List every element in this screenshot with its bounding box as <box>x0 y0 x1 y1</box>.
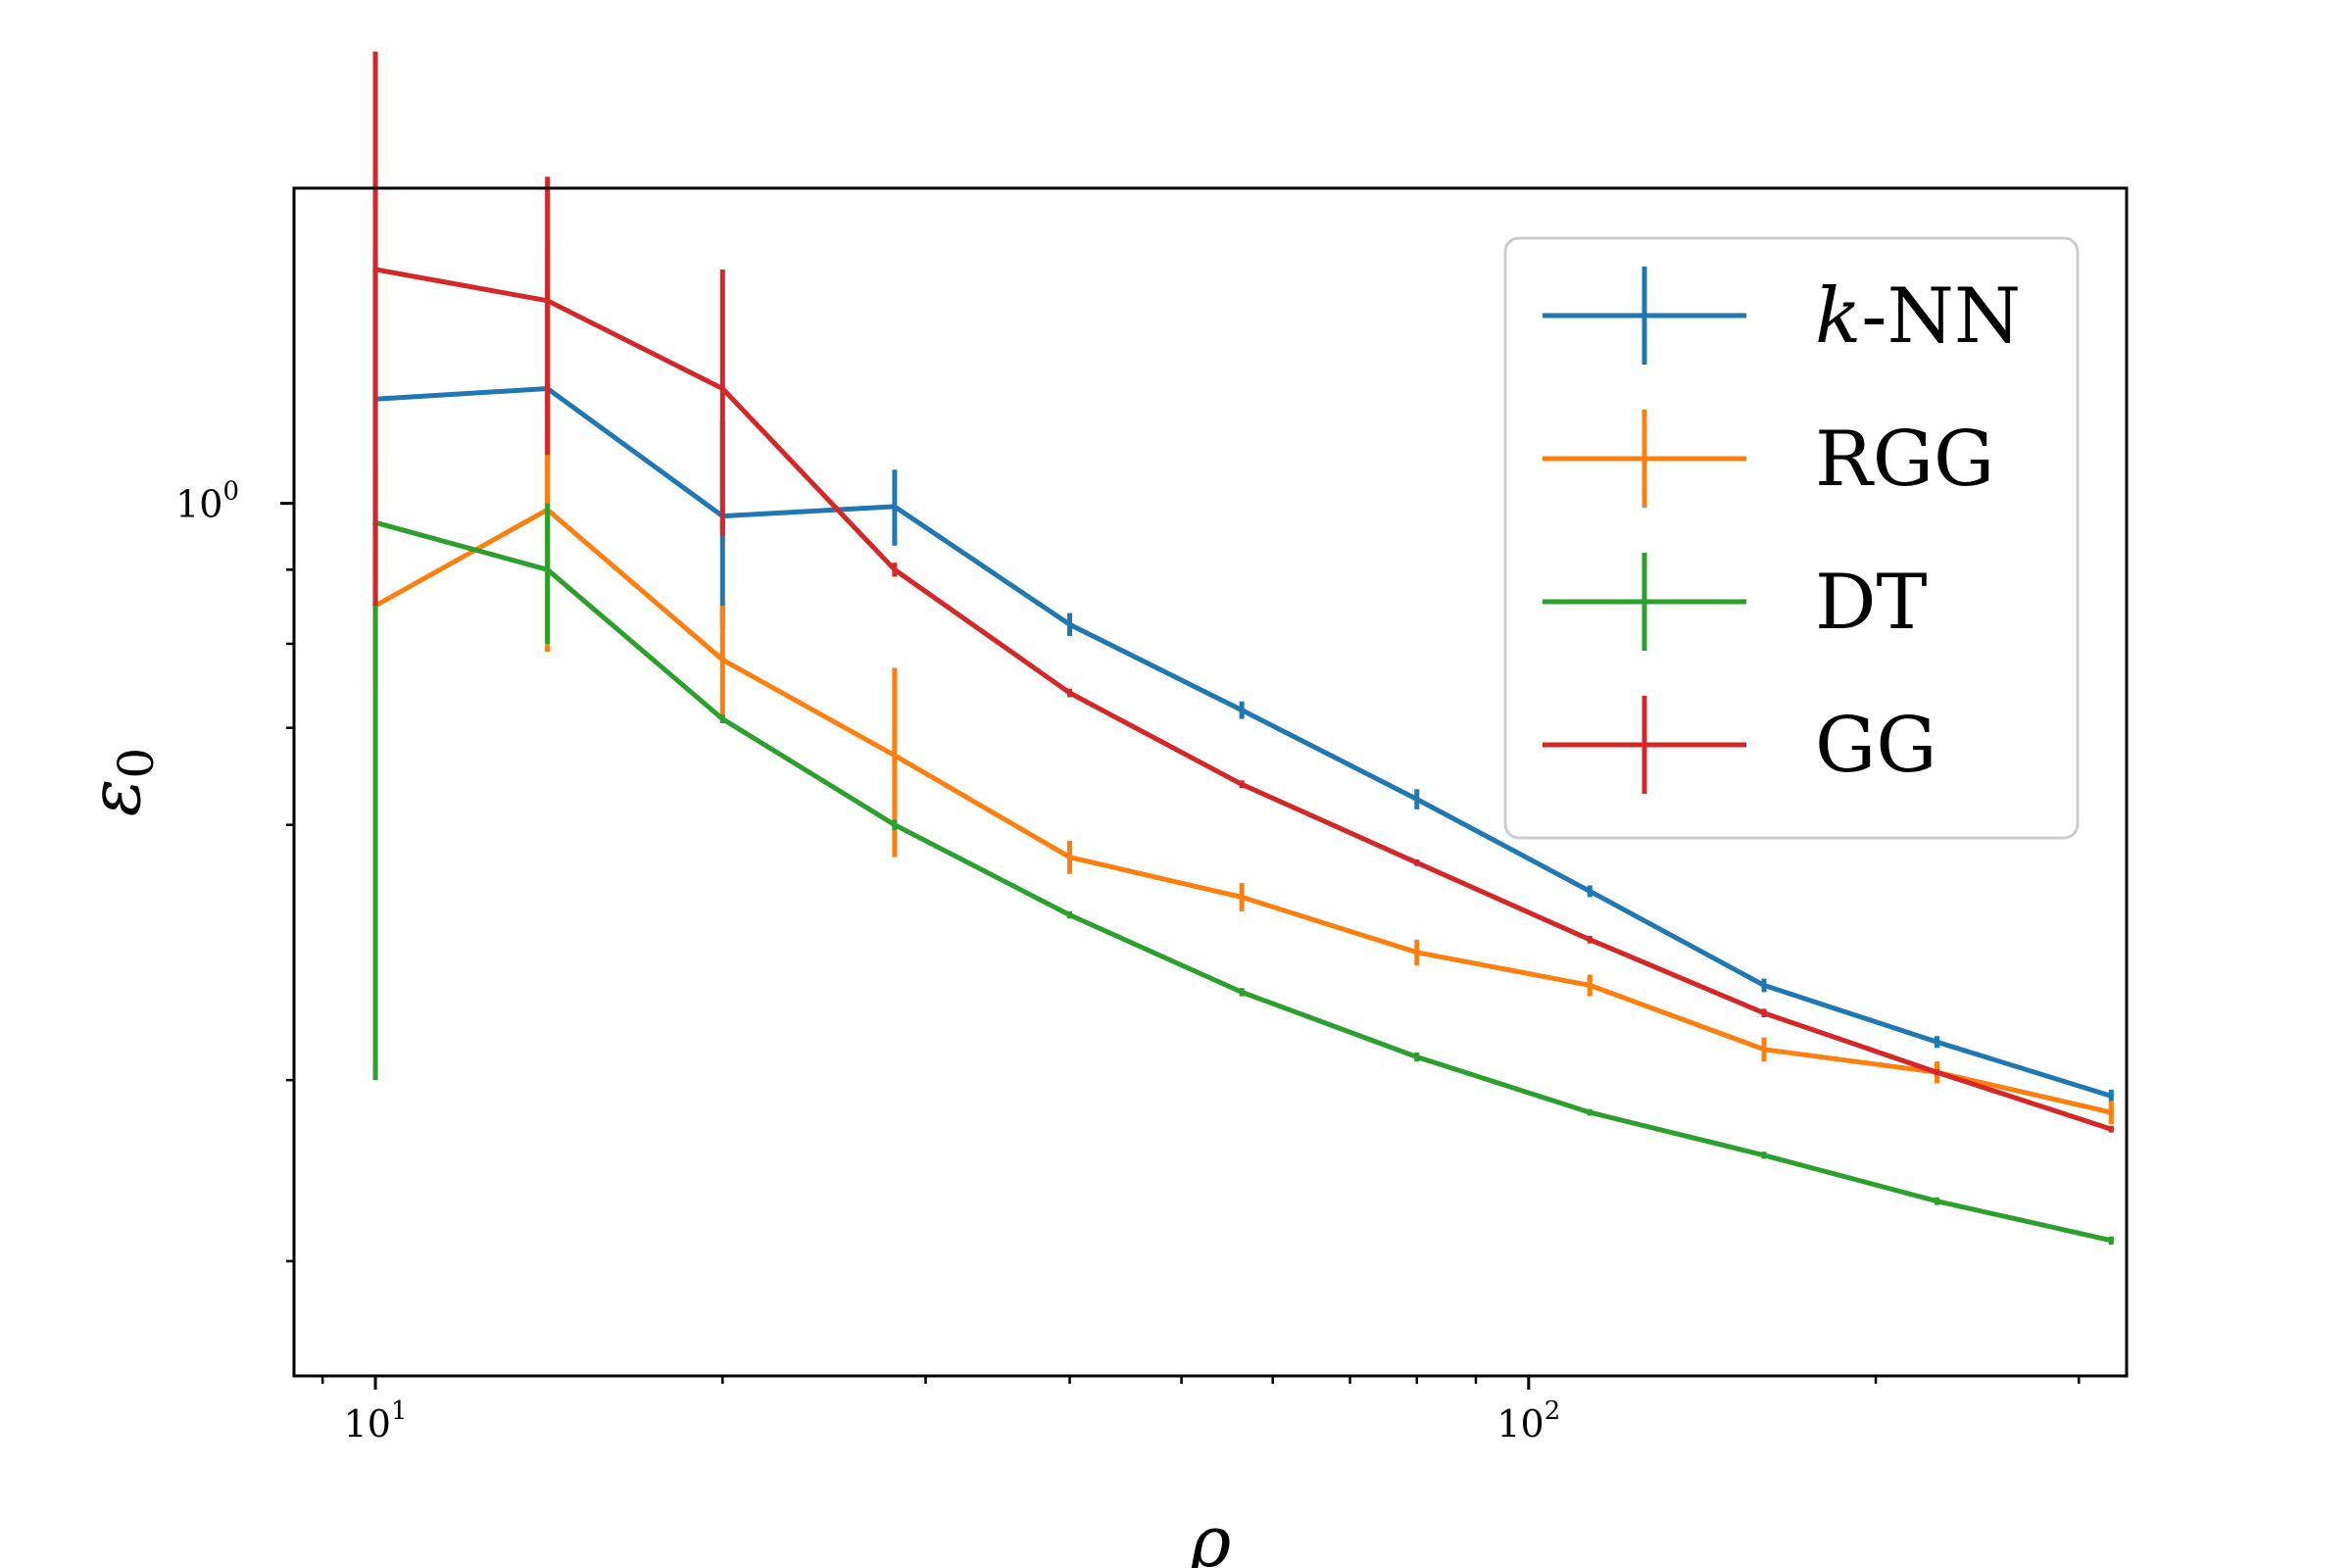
legend-label-text: DT <box>1815 559 1928 647</box>
legend-label: RGG <box>1815 416 1994 504</box>
legend-label: k-NN <box>1815 272 2021 361</box>
legend: k-NN RGG DT GG <box>1503 236 2080 840</box>
legend-entry: GG <box>1543 696 1937 794</box>
legend-box <box>1503 236 2080 840</box>
x-tick-label-base: 10 <box>1496 1402 1544 1446</box>
legend-entry: k-NN <box>1543 267 2021 365</box>
series-line <box>371 507 2115 1116</box>
legend-label: GG <box>1815 702 1937 790</box>
y-axis-label-group: ε0 <box>74 748 165 816</box>
legend-label-text: -NN <box>1861 272 2021 361</box>
y-axis-label-main: ε <box>74 779 156 817</box>
legend-label: DT <box>1815 559 1928 647</box>
y-tick-label-exponent: 0 <box>222 477 239 507</box>
y-axis-label: ε0 <box>74 748 165 816</box>
plot-area <box>371 51 2115 1245</box>
series-line <box>372 267 2115 1133</box>
series-line <box>372 386 2115 1100</box>
y-tick-label: 100 <box>175 477 239 526</box>
legend-label-italic: k <box>1815 272 1861 361</box>
y-tick-label-base: 10 <box>175 483 222 526</box>
x-tick-label-exponent: 2 <box>1544 1396 1561 1426</box>
x-tick-label: 101 <box>344 1396 408 1446</box>
series-line <box>372 519 2115 1244</box>
axes-frame <box>292 186 2129 1378</box>
legend-entry: DT <box>1543 553 1928 651</box>
legend-entry: RGG <box>1543 410 1994 508</box>
x-tick-label-exponent: 1 <box>391 1396 408 1426</box>
series-4 <box>372 51 2115 1133</box>
x-axis-label: ρ <box>1189 1500 1231 1568</box>
y-axis-label-subscript: 0 <box>108 748 165 779</box>
legend-label-text: GG <box>1815 702 1937 790</box>
x-tick-label: 102 <box>1496 1396 1560 1446</box>
legend-label-text: RGG <box>1815 416 1994 504</box>
x-tick-label-base: 10 <box>344 1402 391 1446</box>
